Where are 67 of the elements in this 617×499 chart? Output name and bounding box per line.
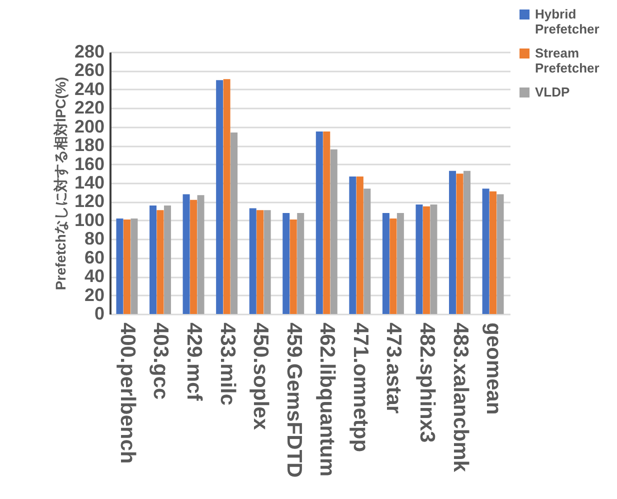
bar [390, 218, 397, 314]
legend-label: VLDP [535, 84, 570, 100]
x-tick-label: 482.sphinx3 [415, 322, 438, 443]
bar [323, 132, 330, 314]
y-tick-label: 80 [84, 228, 104, 249]
x-tick-label: 429.mcf [182, 322, 206, 402]
bar [482, 188, 490, 314]
y-tick-label: 140 [74, 172, 104, 192]
x-tick-label: geomean [482, 322, 506, 415]
y-tick-label: 280 [74, 42, 104, 62]
bar [297, 212, 304, 314]
y-tick-label: 120 [74, 191, 104, 212]
bar [349, 176, 356, 314]
bar [164, 205, 171, 314]
bar [330, 149, 338, 314]
x-tick-label: 450.soplex [249, 322, 272, 430]
y-tick-label: 0 [94, 304, 104, 324]
bar [490, 191, 497, 314]
bar [130, 218, 138, 314]
legend-label: Stream Prefetcher [535, 46, 600, 76]
bar [116, 218, 124, 314]
bar [216, 80, 224, 314]
bar [290, 219, 297, 314]
bar [316, 132, 323, 314]
bar [416, 204, 423, 314]
y-tick-label: 200 [74, 116, 104, 136]
y-tick-label: 20 [84, 284, 104, 305]
bar [456, 174, 464, 314]
bar [230, 132, 238, 314]
bar [396, 212, 404, 314]
y-tick-label: 240 [74, 78, 104, 99]
bar [496, 194, 504, 314]
x-tick-label: 483.xalancbmk [448, 322, 472, 472]
x-tick-label: 433.milc [216, 322, 239, 406]
x-tick-label: 462.libquantum [316, 322, 339, 477]
bar [364, 188, 371, 314]
bar [182, 194, 190, 314]
y-tick-label: 180 [74, 135, 104, 156]
bar [249, 208, 256, 314]
bar [190, 200, 198, 314]
bar [264, 210, 271, 314]
bar [449, 170, 456, 314]
bar [356, 176, 364, 314]
y-tick-label: 60 [84, 247, 104, 268]
bar [197, 195, 204, 314]
x-tick-label: 403.gcc [149, 322, 172, 400]
bar [223, 79, 230, 314]
bar [382, 212, 390, 314]
x-tick-label: 471.omnetpp [348, 322, 372, 452]
bar [422, 206, 430, 314]
x-tick-label: 473.astar [382, 322, 406, 414]
y-tick-label: 220 [74, 98, 104, 118]
legend-label: Hybrid Prefetcher [535, 6, 600, 36]
bar [123, 219, 130, 314]
y-tick-label: 260 [74, 60, 104, 80]
bar [430, 204, 438, 314]
bar [282, 212, 290, 314]
x-tick-label: 459.GemsFDTD [282, 322, 306, 478]
bar [156, 210, 164, 314]
x-tick-label: 400.perlbench [116, 322, 139, 464]
bar [463, 170, 470, 314]
y-tick-label: 40 [84, 266, 104, 286]
bar [256, 210, 264, 314]
bar [150, 205, 157, 314]
y-axis-title: Prefetchなしに対する相対IPC(%) [52, 76, 68, 290]
y-tick-label: 160 [74, 154, 104, 174]
y-tick-label: 100 [74, 210, 104, 230]
